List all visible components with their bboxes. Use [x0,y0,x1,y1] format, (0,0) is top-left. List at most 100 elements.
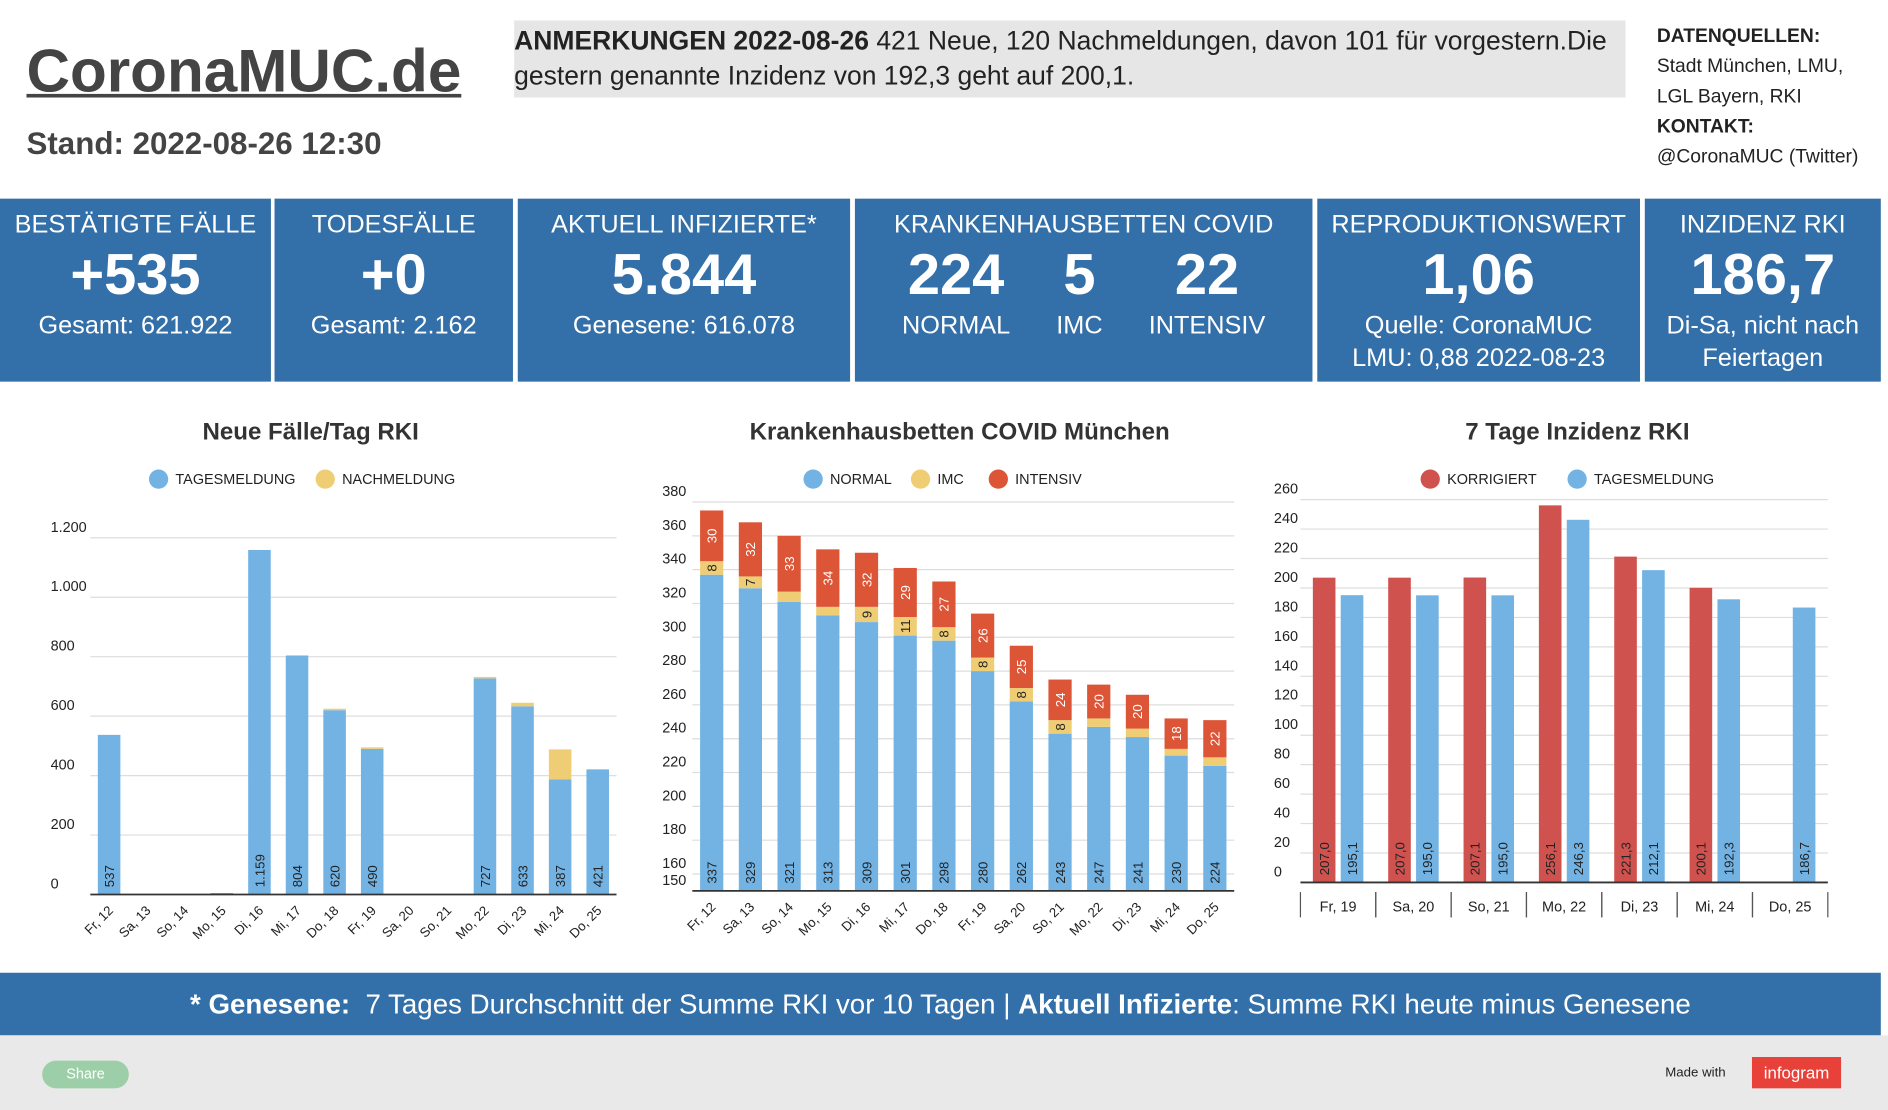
bar [1203,757,1227,766]
bar [816,615,840,891]
bar [777,591,801,602]
bar [1125,694,1150,729]
x-tick-label: So, 14 [758,899,796,937]
x-tick-label: Do, 25 [1184,899,1222,937]
tile-label: INZIDENZ RKI [1679,210,1846,239]
footer-text: 7 Tages Durchschnitt der Summe RKI vor 1… [350,988,1019,1020]
bar [1792,607,1816,883]
tile-value: 5.844 [611,243,757,307]
bar [1164,755,1188,891]
footer: * Genesene: 7 Tages Durchschnitt der Sum… [0,972,1881,1036]
bar [1203,765,1227,891]
bar [1642,570,1665,883]
x-tick-label: Sa, 13 [116,903,154,941]
bar [1203,720,1227,758]
y-tick-label: 400 [51,758,75,774]
bar [1048,720,1072,734]
source-line: KONTAKT: [1656,116,1754,138]
made-with: Made with [1665,1065,1726,1080]
legend-label: NACHMELDUNG [342,472,455,488]
bar [932,581,956,628]
tile: REPRODUKTIONSWERT 1,06 Quelle: CoronaMUC LM… [1317,198,1640,382]
x-tick-label: Mo, 22 [1542,899,1586,915]
legend-label: NORMAL [830,472,892,488]
bar [1388,577,1411,883]
y-tick-label: 800 [51,639,75,655]
bar [285,655,309,895]
bar [893,616,917,636]
data-label: 27 [937,597,952,612]
x-tick-label: So, 14 [154,903,192,941]
y-tick-label: 320 [662,585,686,601]
bar [473,676,497,679]
y-tick-label: 200 [662,788,686,804]
x-tick-label: So, 21 [1468,899,1510,915]
tile-value: 1,06 [1422,243,1535,307]
y-tick-label: 80 [1274,747,1290,763]
tile-column: 224 NORMAL [902,240,1010,342]
data-label: 804 [290,865,305,887]
data-label: 7 [743,579,758,586]
y-tick-label: 180 [1274,599,1298,615]
legend-swatch [910,469,931,489]
bar [1340,595,1364,883]
tile-sub: LMU: 0,88 2022-08-23 [1352,344,1606,373]
data-label: 30 [705,528,720,543]
tile-sub: Gesamt: 621.922 [38,311,233,340]
bar [1566,519,1590,883]
brand[interactable]: infogram [1751,1057,1842,1089]
bar [1164,748,1188,756]
x-tick-label: Do, 18 [913,899,951,937]
x-tick-label: Mi, 24 [1695,899,1734,915]
source-line: LGL Bayern, RKI [1656,86,1802,108]
bar [1087,718,1111,727]
bar [738,588,763,891]
data-label: 29 [898,585,913,600]
y-tick-label: 600 [51,698,75,714]
legend-swatch [803,469,823,489]
y-tick-label: 1.200 [51,520,87,536]
bar [1717,599,1741,883]
bar [586,769,609,895]
data-label: 22 [1208,731,1223,746]
bar [932,627,956,641]
bar [777,535,801,592]
y-tick-label: 100 [1274,717,1298,733]
x-tick-label: Fr, 19 [1320,899,1357,915]
bar [360,748,384,895]
y-tick-label: 300 [662,619,686,635]
data-label: 212,1 [1646,842,1661,875]
chart-title: Neue Fälle/Tag RKI [202,418,418,445]
data-label: 247 [1092,862,1107,884]
x-tick-label: Di, 16 [838,899,873,934]
data-label: 313 [821,862,836,884]
tile-label: TODESFÄLLE [311,210,476,239]
y-tick-label: 160 [662,856,686,872]
data-label: 727 [478,865,493,887]
bar [700,574,724,891]
sources: DATENQUELLEN: Stadt München, LMU, LGL Baye… [1657,22,1859,172]
data-label: 25 [1014,660,1029,675]
y-tick-label: 40 [1274,806,1290,822]
bar [511,706,534,895]
bar [473,678,497,895]
bar [97,734,121,895]
y-tick-label: 1.000 [51,579,87,595]
x-tick-label: Mo, 22 [1066,899,1105,938]
data-label: 9 [859,611,874,618]
data-label: 34 [821,571,836,586]
share-button[interactable]: Share [42,1060,129,1089]
y-tick-label: 200 [51,817,75,833]
y-tick-label: 20 [1274,835,1290,851]
legend-swatch [988,469,1008,489]
data-label: 32 [859,572,874,587]
y-tick-label: 0 [1274,864,1282,880]
x-tick-label: Sa, 20 [1393,899,1435,915]
bar [548,749,572,780]
data-label: 26 [975,628,990,643]
legend-swatch [315,469,335,489]
legend-label: INTENSIV [1015,472,1082,488]
bar [1125,737,1150,891]
bar [511,702,534,707]
data-label: 32 [743,542,758,557]
